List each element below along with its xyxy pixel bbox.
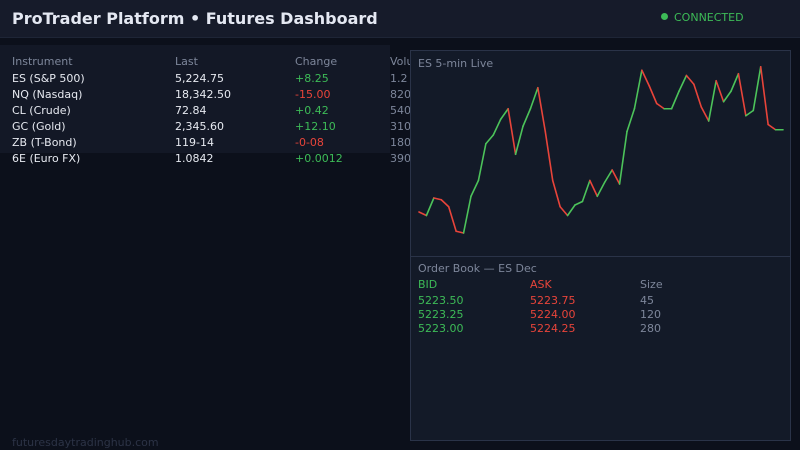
- price-segment: [700, 106, 710, 122]
- price-segment: [447, 205, 457, 233]
- ask-header: ASK: [530, 278, 552, 291]
- last-price: 2,345.60: [175, 120, 224, 133]
- price-segment: [759, 65, 769, 126]
- volume: 390: [390, 152, 411, 165]
- column-header-volume[interactable]: Volu: [390, 55, 414, 68]
- price-change: +8.25: [295, 72, 329, 85]
- column-header-instrument[interactable]: Instrument: [12, 55, 73, 68]
- panel-divider: [411, 256, 790, 257]
- ask-price: 5224.00: [530, 308, 576, 321]
- bid-price: 5223.00: [418, 322, 464, 335]
- last-price: 1.0842: [175, 152, 214, 165]
- quotes-table-panel: [0, 45, 390, 153]
- price-segment: [707, 79, 717, 122]
- price-segment: [470, 179, 480, 198]
- price-segment: [618, 130, 628, 185]
- last-price: 72.84: [175, 104, 207, 117]
- price-segment: [507, 107, 517, 156]
- status-dot-icon: [661, 13, 668, 20]
- instrument-name: ES (S&P 500): [12, 72, 85, 85]
- price-segment: [730, 72, 740, 93]
- price-segment: [544, 130, 554, 182]
- price-segment: [611, 169, 621, 185]
- instrument-name: NQ (Nasdaq): [12, 88, 83, 101]
- volume: 540: [390, 104, 411, 117]
- instrument-name: GC (Gold): [12, 120, 66, 133]
- volume: 820: [390, 88, 411, 101]
- price-change: -15.00: [295, 88, 331, 101]
- price-segment: [655, 102, 665, 110]
- page-title: ProTrader Platform • Futures Dashboard: [12, 9, 378, 28]
- price-segment: [559, 205, 569, 217]
- status-text: CONNECTED: [674, 11, 744, 24]
- order-book-title: Order Book — ES Dec: [418, 262, 537, 275]
- bid-price: 5223.50: [418, 294, 464, 307]
- price-segment: [737, 72, 747, 117]
- price-segment: [745, 109, 755, 117]
- chart-orderbook-panel: ES 5-min Live Order Book — ES Dec BID AS…: [410, 50, 791, 441]
- price-segment: [492, 118, 502, 136]
- last-price: 5,224.75: [175, 72, 224, 85]
- ask-price: 5223.75: [530, 294, 576, 307]
- ask-price: 5224.25: [530, 322, 576, 335]
- price-segment: [462, 195, 472, 234]
- price-segment: [418, 211, 428, 217]
- price-change: +0.42: [295, 104, 329, 117]
- price-segment: [633, 69, 643, 110]
- price-segment: [678, 74, 688, 93]
- price-chart[interactable]: [411, 51, 790, 256]
- app-header: ProTrader Platform • Futures Dashboard C…: [0, 0, 800, 38]
- volume: 1.2: [390, 72, 408, 85]
- connection-status: CONNECTED: [661, 11, 744, 24]
- order-size: 280: [640, 322, 661, 335]
- price-segment: [641, 69, 651, 87]
- last-price: 119-14: [175, 136, 214, 149]
- column-header-change[interactable]: Change: [295, 55, 338, 68]
- instrument-name: ZB (T-Bond): [12, 136, 77, 149]
- price-segment: [603, 169, 613, 184]
- chart-label: ES 5-min Live: [418, 57, 494, 70]
- last-price: 18,342.50: [175, 88, 231, 101]
- footer-watermark: futuresdaytradinghub.com: [12, 436, 159, 449]
- order-size: 120: [640, 308, 661, 321]
- price-segment: [551, 179, 561, 208]
- size-header: Size: [640, 278, 663, 291]
- order-size: 45: [640, 294, 654, 307]
- price-segment: [693, 83, 703, 108]
- price-change: -0-08: [295, 136, 324, 149]
- price-segment: [425, 197, 435, 217]
- volume: 310: [390, 120, 411, 133]
- price-segment: [722, 90, 732, 103]
- price-change: +12.10: [295, 120, 336, 133]
- price-segment: [581, 179, 591, 203]
- price-segment: [514, 125, 524, 156]
- price-segment: [767, 123, 777, 131]
- price-change: +0.0012: [295, 152, 343, 165]
- price-segment: [537, 86, 547, 133]
- price-segment: [529, 86, 539, 110]
- bid-price: 5223.25: [418, 308, 464, 321]
- instrument-name: CL (Crude): [12, 104, 71, 117]
- price-segment: [752, 65, 762, 112]
- price-segment: [715, 79, 725, 103]
- price-segment: [433, 197, 443, 201]
- price-segment: [589, 179, 599, 198]
- price-segment: [648, 85, 658, 105]
- price-segment: [499, 107, 509, 121]
- price-segment: [485, 134, 495, 145]
- instrument-name: 6E (Euro FX): [12, 152, 81, 165]
- price-segment: [477, 142, 487, 182]
- price-segment: [574, 200, 584, 206]
- price-segment: [685, 74, 695, 86]
- bid-header: BID: [418, 278, 438, 291]
- price-segment: [626, 107, 636, 133]
- column-header-last[interactable]: Last: [175, 55, 198, 68]
- price-segment: [440, 198, 450, 208]
- price-segment: [522, 107, 532, 128]
- volume: 180: [390, 136, 411, 149]
- price-segment: [670, 90, 680, 110]
- price-segment: [596, 181, 606, 198]
- price-segment: [455, 230, 465, 234]
- price-segment: [566, 204, 576, 217]
